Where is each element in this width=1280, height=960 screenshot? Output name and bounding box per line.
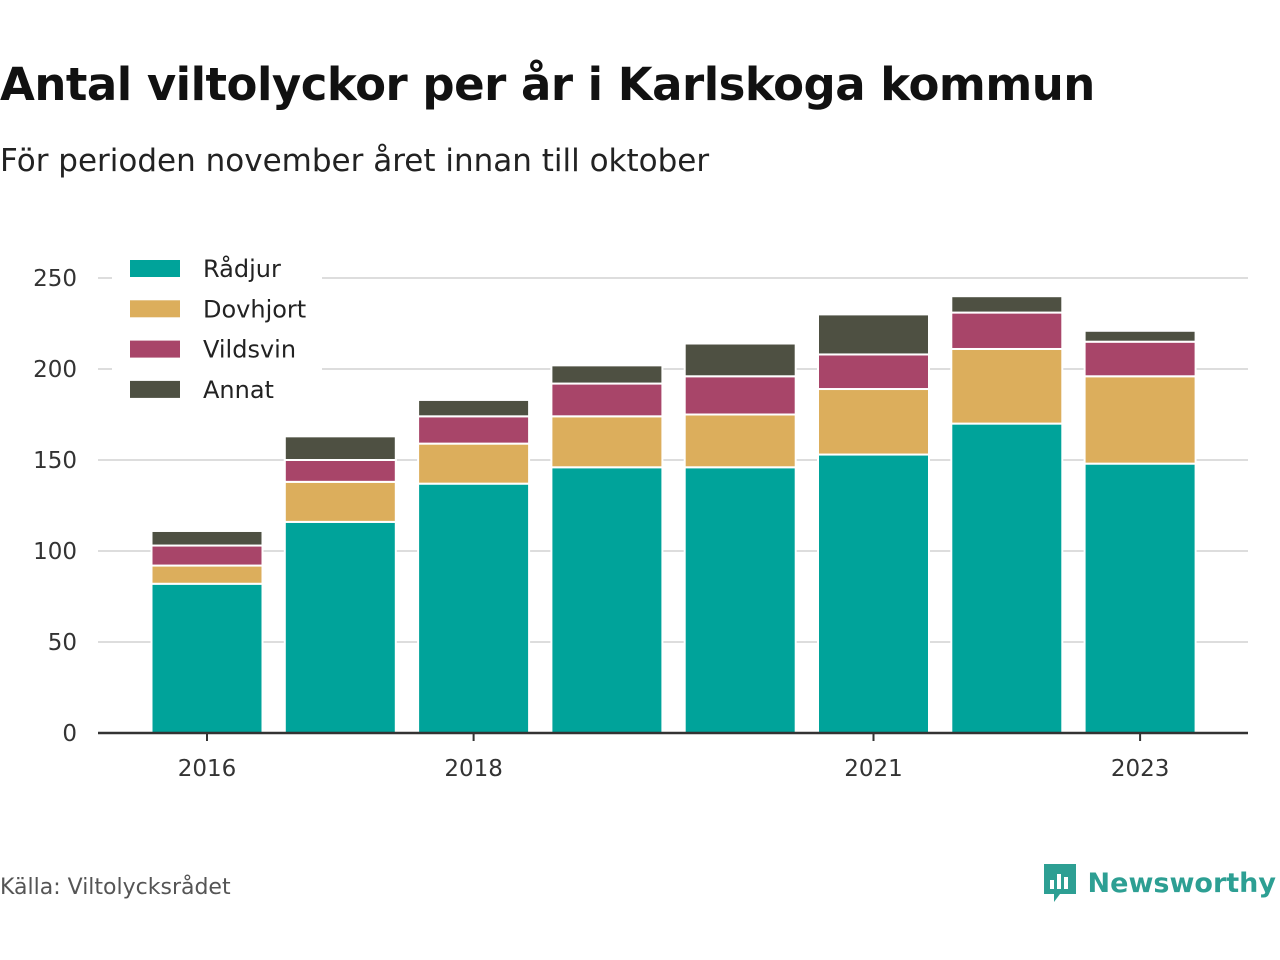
bar-rådjur-2018 — [417, 482, 531, 734]
bar-annat-2022 — [950, 295, 1064, 314]
x-tick-label-2023: 2023 — [1111, 756, 1170, 782]
bar-vildsvin-2019 — [550, 382, 664, 418]
y-tick-label-250: 250 — [33, 266, 77, 292]
bar-dovhjort-2021 — [817, 388, 930, 456]
legend-label-rådjur: Rådjur — [203, 254, 281, 283]
bar-annat-2017 — [283, 435, 397, 461]
bar-annat-2021 — [817, 313, 930, 356]
chart-title: Antal viltolyckor per år i Karlskoga kom… — [0, 58, 1095, 111]
bar-rådjur-2022 — [950, 422, 1064, 734]
brand-logo: Newsworthy — [1042, 862, 1276, 904]
y-tick-label-50: 50 — [48, 630, 77, 656]
bar-annat-2018 — [417, 398, 531, 418]
bar-rådjur-2020 — [683, 466, 797, 734]
x-tick-label-2018: 2018 — [444, 756, 503, 782]
legend-label-dovhjort: Dovhjort — [203, 295, 306, 323]
bar-dovhjort-2019 — [550, 415, 664, 469]
bar-rådjur-2021 — [817, 453, 930, 734]
bar-vildsvin-2018 — [417, 415, 531, 445]
bar-rådjur-2017 — [283, 520, 397, 734]
y-tick-label-200: 200 — [33, 357, 77, 383]
bar-rådjur-2023 — [1083, 462, 1197, 734]
bar-dovhjort-2018 — [417, 442, 531, 485]
bar-vildsvin-2016 — [150, 544, 264, 567]
bar-vildsvin-2020 — [683, 375, 797, 416]
bar-annat-2016 — [150, 529, 264, 547]
y-tick-label-150: 150 — [33, 448, 77, 474]
legend-label-vildsvin: Vildsvin — [203, 336, 296, 364]
bar-annat-2020 — [683, 342, 797, 378]
y-tick-label-100: 100 — [33, 539, 77, 565]
source-note: Källa: Viltolycksrådet — [0, 875, 231, 900]
legend-label-annat: Annat — [203, 376, 274, 404]
bar-vildsvin-2021 — [817, 353, 930, 391]
brand-name: Newsworthy — [1087, 867, 1276, 899]
x-tick-label-2016: 2016 — [178, 756, 237, 782]
bar-rådjur-2019 — [550, 466, 664, 734]
newsworthy-logo-icon — [1043, 864, 1076, 902]
bar-annat-2023 — [1083, 329, 1197, 343]
stacked-bar-chart: 0 50 100 150 200 250 2016 2018 2021 2023 Rådjur Dov… — [33, 250, 1248, 782]
bar-dovhjort-2022 — [950, 347, 1064, 425]
bar-vildsvin-2023 — [1083, 340, 1197, 378]
y-tick-label-0: 0 — [62, 721, 77, 747]
bar-vildsvin-2017 — [283, 459, 397, 483]
legend-swatch-annat — [130, 380, 180, 398]
bar-dovhjort-2017 — [283, 480, 397, 523]
bar-dovhjort-2023 — [1083, 375, 1197, 465]
legend-swatch-rådjur — [130, 260, 180, 277]
legend-swatch-dovhjort — [130, 300, 180, 318]
bar-dovhjort-2016 — [150, 564, 264, 585]
x-tick-label-2021: 2021 — [844, 756, 903, 782]
bar-annat-2019 — [550, 364, 664, 385]
bar-dovhjort-2020 — [683, 413, 797, 469]
bar-vildsvin-2022 — [950, 311, 1064, 350]
chart-subtitle: För perioden november året innan till ok… — [0, 143, 710, 179]
legend-swatch-vildsvin — [130, 340, 180, 358]
bar-rådjur-2016 — [150, 582, 264, 735]
